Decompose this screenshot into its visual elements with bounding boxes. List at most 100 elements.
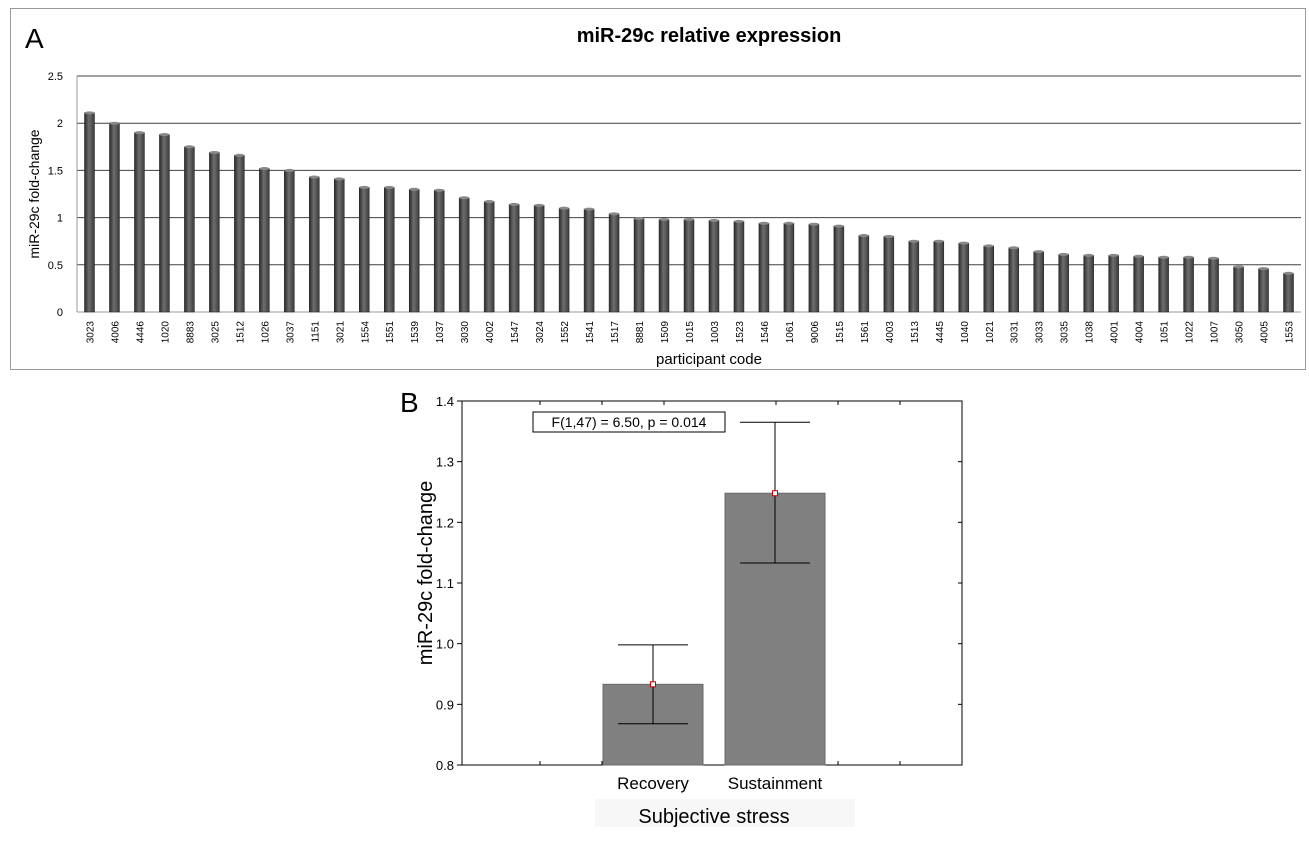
bar-top xyxy=(159,133,170,137)
bar-top xyxy=(284,168,295,172)
x-tick-label: 3050 xyxy=(1235,321,1246,344)
bar xyxy=(334,178,345,313)
bar-top xyxy=(134,131,145,135)
x-axis-label: Subjective stress xyxy=(638,806,789,828)
bar-top xyxy=(409,187,420,191)
bar-top xyxy=(634,217,645,221)
bar-top xyxy=(708,218,719,222)
x-tick-label: 1051 xyxy=(1160,321,1171,344)
bar-top xyxy=(384,185,395,189)
x-tick-label: 1523 xyxy=(735,321,746,344)
x-label-bg xyxy=(595,799,855,827)
y-axis-label: miR-29c fold-change xyxy=(26,129,42,258)
plot-frame xyxy=(461,400,963,766)
bar-top xyxy=(659,217,670,221)
x-tick-label: 1547 xyxy=(510,321,521,344)
x-tick-label: 3037 xyxy=(285,321,296,344)
bar xyxy=(109,122,120,313)
x-tick-label: 1512 xyxy=(235,321,246,344)
bar-top xyxy=(1258,267,1269,271)
x-tick-label: 4445 xyxy=(935,321,946,344)
x-tick-label: 1552 xyxy=(560,321,571,344)
bar-top xyxy=(883,234,894,238)
bar xyxy=(733,221,745,313)
x-tick-label: 1509 xyxy=(660,321,671,344)
x-tick-label: 1020 xyxy=(160,321,171,344)
bar xyxy=(833,225,845,313)
bar-top xyxy=(434,188,445,192)
bar xyxy=(383,187,395,313)
panel-a: A miR-29c relative expression 0 0.5 1 1.5 2 2.… xyxy=(10,8,1306,370)
bar xyxy=(1208,257,1219,313)
x-tick-label: 1015 xyxy=(685,321,696,344)
x-tick-label: 1551 xyxy=(385,321,396,344)
bar-top xyxy=(1158,255,1169,259)
x-tick-label: 1541 xyxy=(585,321,596,344)
bar xyxy=(1033,251,1044,313)
bar xyxy=(533,205,545,313)
bar-top xyxy=(758,221,769,225)
bar xyxy=(1133,256,1144,313)
bar xyxy=(858,235,870,313)
bar xyxy=(783,223,795,313)
x-tick-label: 1038 xyxy=(1085,321,1096,344)
x-tick-label: 1546 xyxy=(760,321,771,344)
x-tick-label: 4005 xyxy=(1260,321,1271,344)
x-tick-label: 1513 xyxy=(910,321,921,344)
bar xyxy=(1008,247,1019,313)
x-tick-label: 3035 xyxy=(1060,321,1071,344)
bar-top xyxy=(1008,246,1019,250)
y-tick-label: 1.3 xyxy=(436,455,454,470)
x-tick-label: 3030 xyxy=(460,321,471,344)
x-tick-label: 8883 xyxy=(185,321,196,344)
bar-top xyxy=(359,185,370,189)
bar-top xyxy=(1058,252,1069,256)
x-tick-label: 1539 xyxy=(410,321,421,344)
bar xyxy=(184,146,195,313)
x-tick-label: Recovery xyxy=(617,774,689,793)
x-tick-label: 8881 xyxy=(635,321,646,344)
x-tick-label: 1553 xyxy=(1285,321,1296,344)
bar xyxy=(583,208,595,313)
x-tick-label: 4003 xyxy=(885,321,896,344)
bar-top xyxy=(1183,255,1194,259)
x-tick-label: 1040 xyxy=(960,321,971,344)
bar-top xyxy=(534,203,545,207)
y-tick-label: 1.5 xyxy=(48,165,63,177)
chart-title: miR-29c relative expression xyxy=(577,25,842,47)
y-tick-label: 2 xyxy=(57,118,63,130)
y-tick-label: 1.0 xyxy=(436,637,454,652)
bar xyxy=(359,187,370,313)
x-tick-label: 4006 xyxy=(110,321,121,344)
y-axis-label: miR-29c fold-change xyxy=(415,481,437,666)
y-tick-label: 0.5 xyxy=(48,260,63,272)
bar xyxy=(658,219,670,313)
panel-b: B 0.8 0.9 1.0 1.1 1.2 1.3 1.4 Recovery Sustainme… xyxy=(400,385,970,835)
bar xyxy=(1233,266,1244,313)
x-tick-label: 1554 xyxy=(360,321,371,344)
y-tick-label: 0.8 xyxy=(436,758,454,773)
bar xyxy=(708,220,720,313)
bar-top xyxy=(1108,253,1119,257)
x-tick-label: 1007 xyxy=(1210,321,1221,344)
bar-top xyxy=(1283,271,1294,275)
bar xyxy=(1058,254,1069,313)
x-tick-label: 1515 xyxy=(835,321,846,344)
bar-top xyxy=(584,207,595,211)
bar-chart-b: 0.8 0.9 1.0 1.1 1.2 1.3 1.4 Recovery Sustainment… xyxy=(415,394,963,828)
bar-top xyxy=(808,222,819,226)
bar xyxy=(209,152,220,313)
bar-top xyxy=(933,239,944,243)
x-tick-label: 1151 xyxy=(310,321,321,343)
x-tick-label: 4004 xyxy=(1135,321,1146,344)
bar xyxy=(483,201,495,313)
x-axis-label: participant code xyxy=(656,351,762,368)
bar-top xyxy=(259,167,270,171)
y-tick-label: 1 xyxy=(57,213,63,225)
bar xyxy=(808,223,820,313)
annotation-text: F(1,47) = 6.50, p = 0.014 xyxy=(552,414,707,430)
bar-top xyxy=(1233,265,1244,269)
bar-top xyxy=(1208,256,1219,260)
bar-top xyxy=(84,111,95,115)
annotation-box xyxy=(532,411,726,433)
